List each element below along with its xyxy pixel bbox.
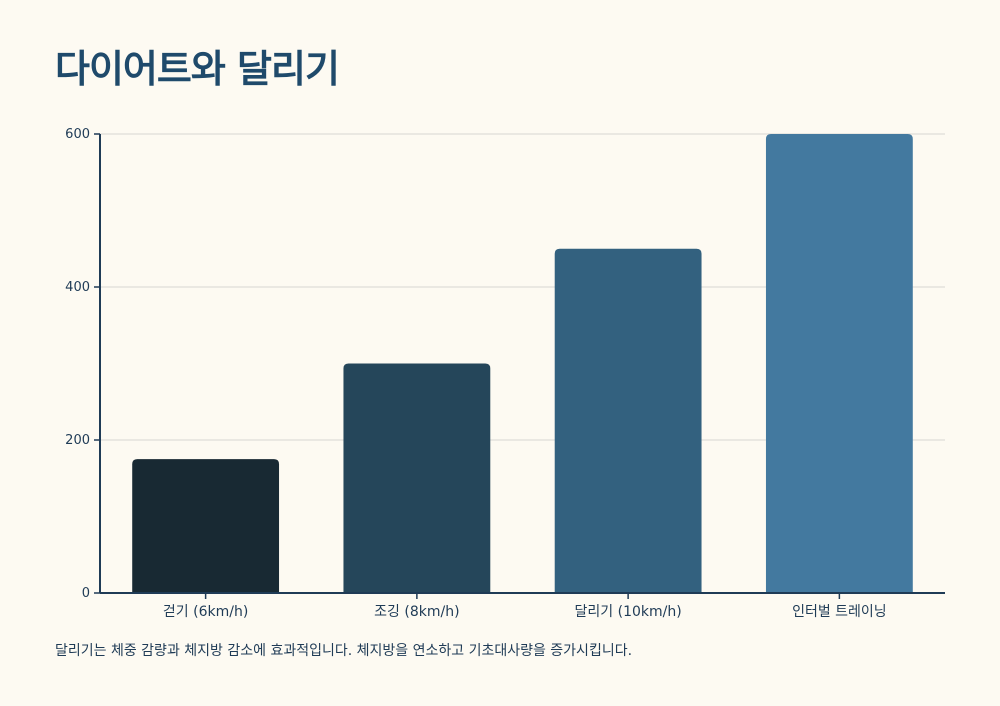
x-tick-label: 달리기 (10km/h) <box>575 604 682 620</box>
bar <box>343 363 491 593</box>
bar <box>765 134 913 593</box>
x-tick-label: 걷기 (6km/h) <box>163 604 248 620</box>
chart-title: 다이어트와 달리기 <box>55 47 340 91</box>
y-ticks: 0 200 400 600 <box>65 127 100 601</box>
x-ticks: 걷기 (6km/h) 조깅 (8km/h) 달리기 (10km/h) 인터벌 트레이닝 <box>163 593 887 620</box>
y-tick-label: 200 <box>65 433 90 448</box>
chart-caption: 달리기는 체중 감량과 체지방 감소에 효과적입니다. 체지방을 연소하고 기초… <box>55 643 633 659</box>
y-tick-label: 400 <box>65 280 90 295</box>
y-tick-label: 600 <box>65 127 90 142</box>
bar <box>132 459 280 593</box>
x-tick-label: 인터벌 트레이닝 <box>792 604 887 620</box>
bars <box>132 134 913 593</box>
y-tick-label: 0 <box>82 586 90 601</box>
bar <box>554 248 702 593</box>
x-tick-label: 조깅 (8km/h) <box>374 604 459 620</box>
